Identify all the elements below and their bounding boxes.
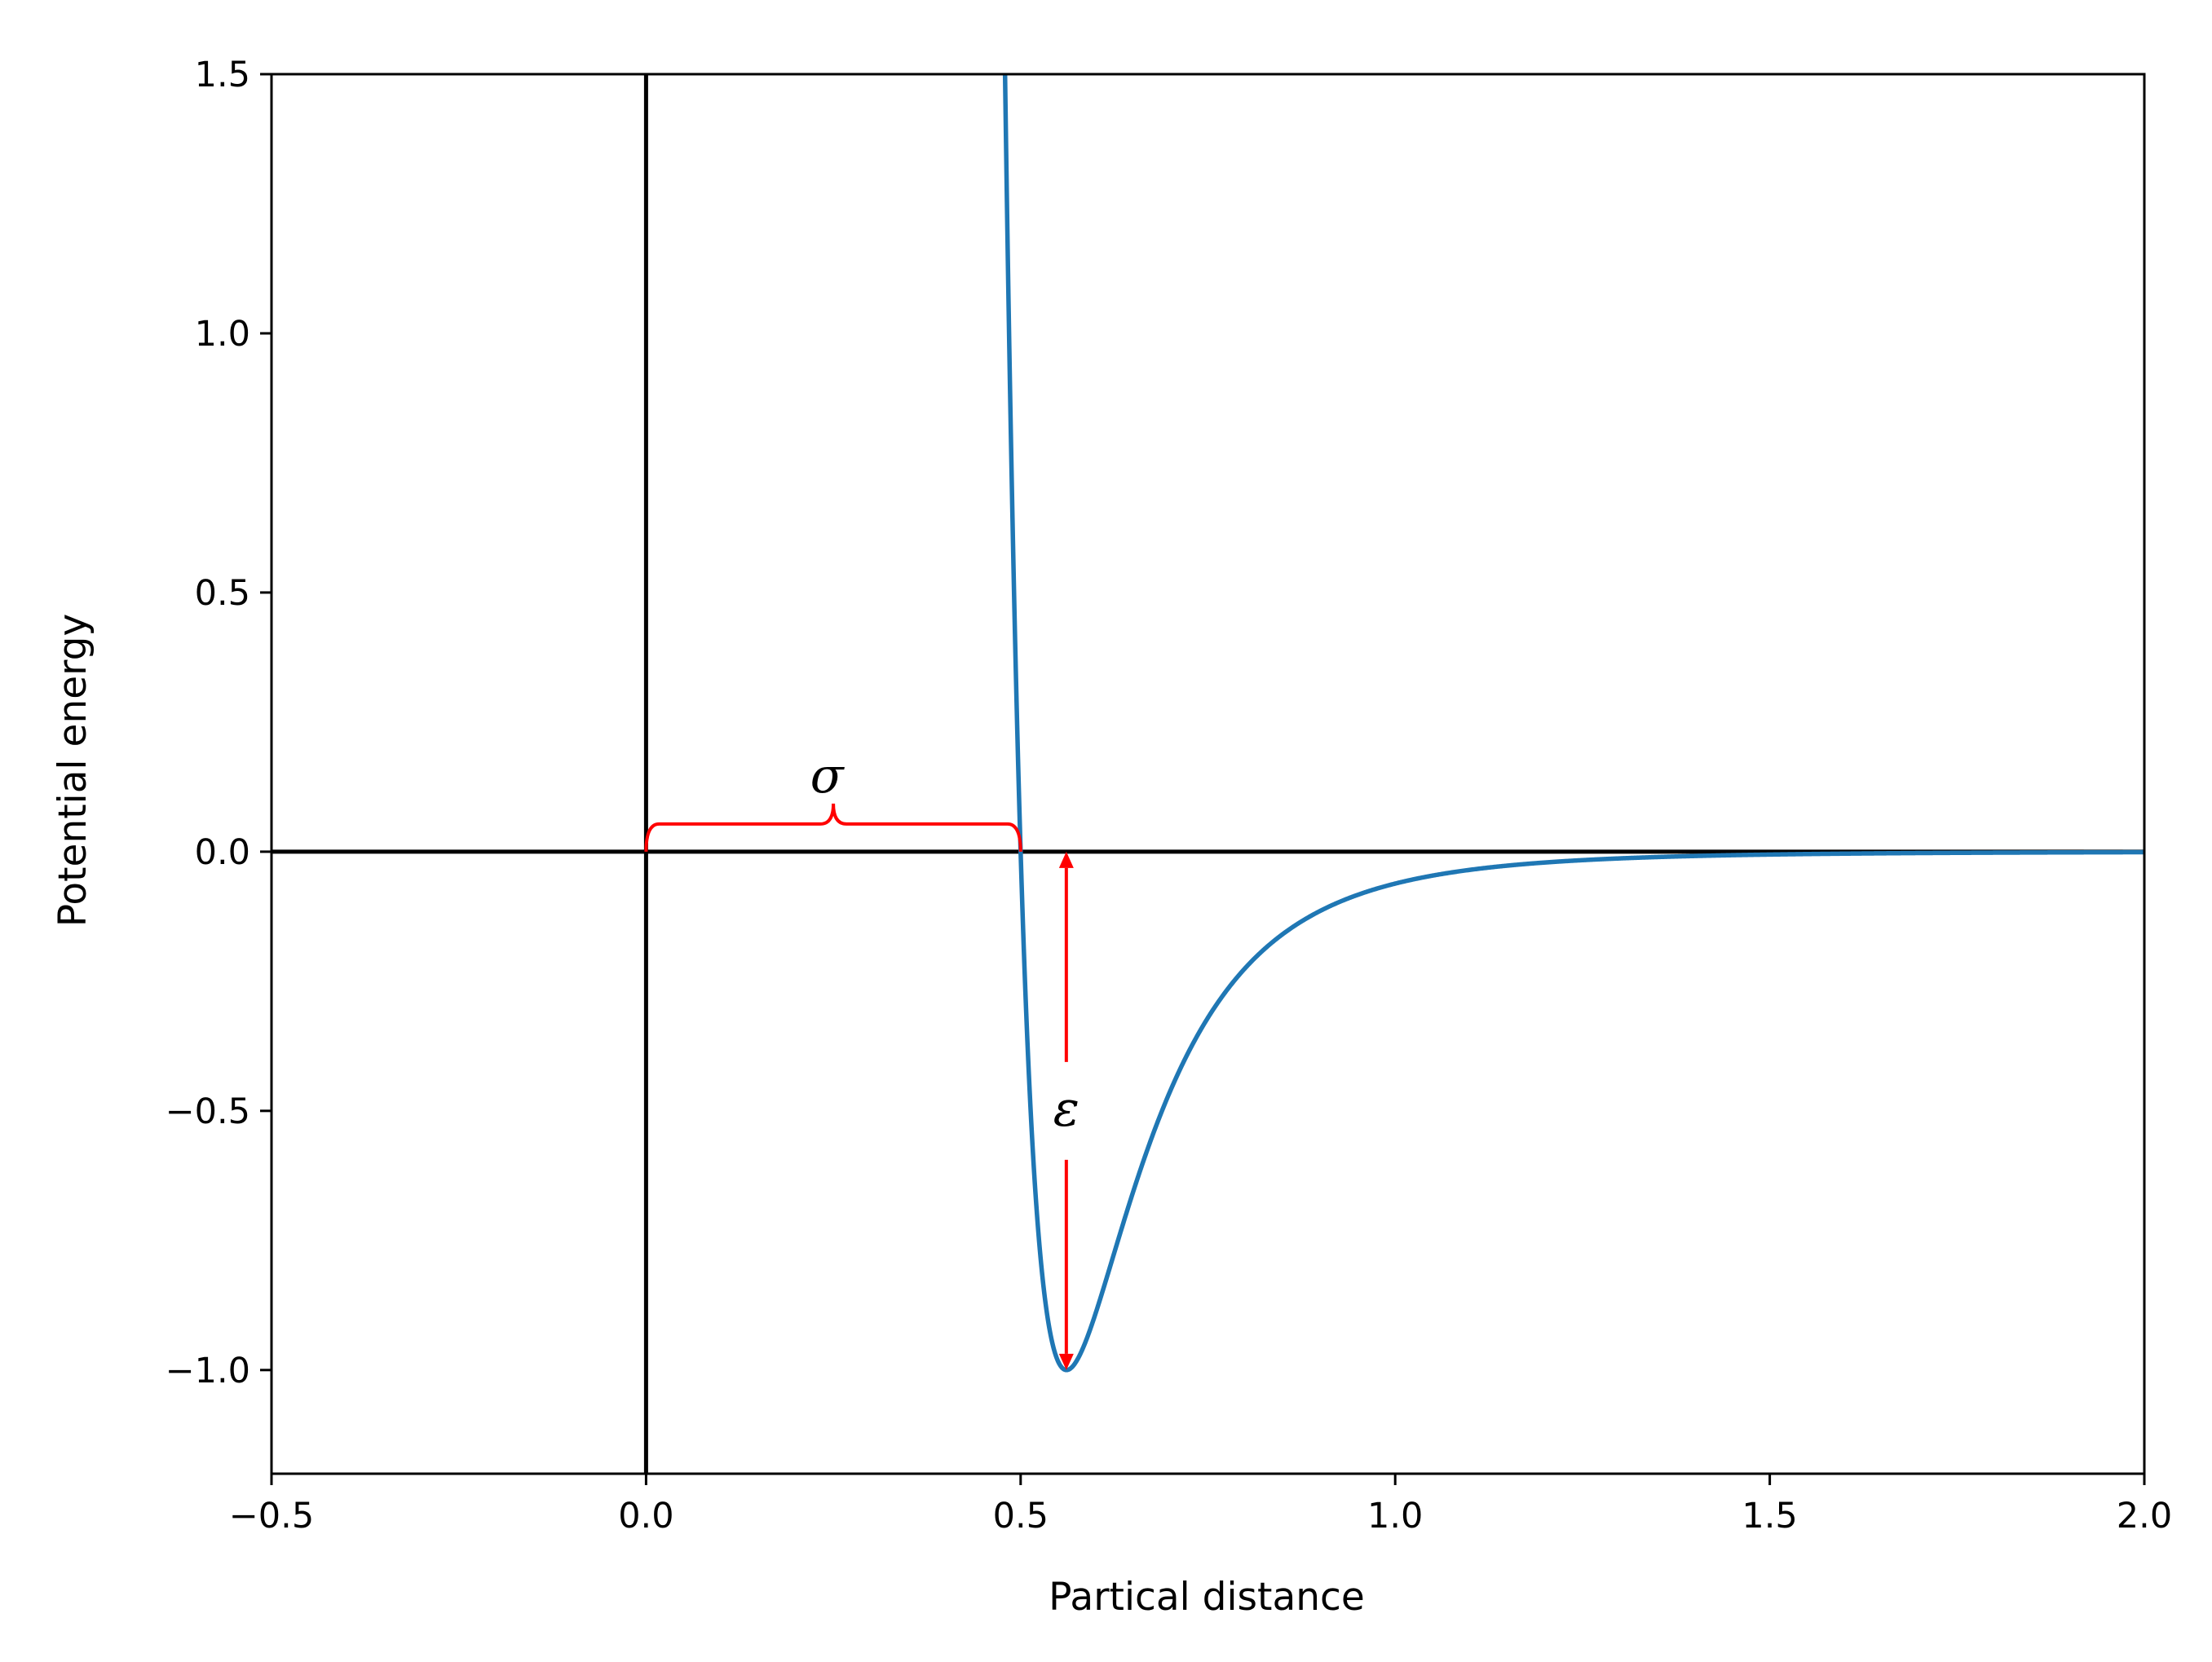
x-tick-label: 1.0 [1367, 1496, 1423, 1536]
x-tick-label: 1.5 [1742, 1496, 1797, 1536]
plot-frame [270, 73, 2146, 1475]
epsilon-arrowhead-top [1058, 851, 1074, 868]
x-tick-label: 0.0 [618, 1496, 673, 1536]
y-tick-label: 0.5 [195, 573, 250, 614]
y-tick-label: −1.0 [166, 1351, 250, 1391]
plot-area: σ ε −0.5 0.0 0.5 1.0 1.5 2.0 −1.0 −0.5 0.0 0.5 1.0 1.… [166, 55, 2173, 1536]
y-tick-label: 1.5 [195, 55, 250, 95]
y-tick-label: 1.0 [195, 314, 250, 355]
sigma-label: σ [810, 747, 846, 805]
x-tick-label: 2.0 [2117, 1496, 2172, 1536]
x-tick-label: −0.5 [229, 1496, 314, 1536]
x-axis-label: Partical distance [1049, 1575, 1365, 1620]
epsilon-arrowhead-bottom [1058, 1353, 1074, 1370]
x-tick-label: 0.5 [993, 1496, 1049, 1536]
y-tick-label: −0.5 [166, 1091, 250, 1132]
series-line-0 [1002, 74, 2144, 1373]
epsilon-label: ε [1053, 1081, 1080, 1138]
y-tick-label: 0.0 [195, 832, 250, 873]
sigma-brace [644, 803, 1022, 852]
y-axis-label: Potential energy [51, 614, 95, 928]
